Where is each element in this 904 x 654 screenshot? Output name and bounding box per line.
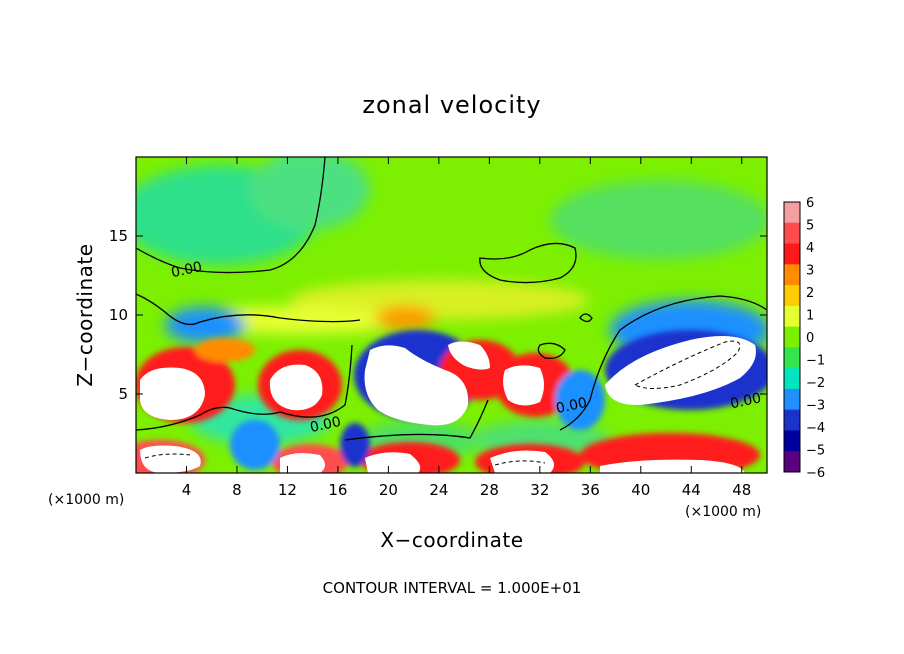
x-tick-label: 20 bbox=[379, 481, 398, 499]
chart-title: zonal velocity bbox=[362, 91, 541, 119]
x-unit-label-left: (×1000 m) bbox=[48, 492, 124, 508]
colorbar-swatch bbox=[784, 430, 800, 452]
colorbar-label: 5 bbox=[806, 219, 814, 234]
contour-label: 0.00 bbox=[170, 259, 204, 281]
x-tick-label: 24 bbox=[429, 481, 448, 499]
colorbar-label: −4 bbox=[806, 421, 825, 436]
colorbar-label: 3 bbox=[806, 264, 814, 279]
y-tick-label: 10 bbox=[109, 306, 128, 324]
y-axis-label: Z−coordinate bbox=[73, 243, 97, 386]
x-axis: 4 8 12 16 20 24 28 32 36 40 44 48 bbox=[182, 157, 751, 499]
colorbar-swatch bbox=[784, 305, 800, 328]
y-tick-label: 5 bbox=[118, 385, 128, 403]
contour-lines bbox=[136, 157, 767, 441]
negative-contours bbox=[144, 340, 741, 466]
y-tick-label: 15 bbox=[109, 227, 128, 245]
x-tick-label: 36 bbox=[581, 481, 600, 499]
saturated-cores bbox=[140, 336, 756, 473]
y-axis: 5 10 15 bbox=[109, 227, 767, 403]
x-tick-label: 40 bbox=[631, 481, 650, 499]
contour-label: 0.00 bbox=[309, 414, 343, 436]
colorbar-frame bbox=[783, 201, 801, 473]
x-unit-label-right: (×1000 m) bbox=[685, 504, 761, 520]
colorbar-label: −1 bbox=[806, 354, 825, 369]
x-tick-label: 32 bbox=[530, 481, 549, 499]
colorbar-swatch bbox=[784, 368, 800, 390]
x-tick-label: 44 bbox=[682, 481, 701, 499]
contour-labels: 0.00 0.00 0.00 0.00 bbox=[170, 259, 763, 436]
colorbar-label: −5 bbox=[806, 444, 825, 459]
contour-interval-note: CONTOUR INTERVAL = 1.000E+01 bbox=[323, 579, 582, 597]
x-tick-label: 16 bbox=[328, 481, 347, 499]
contour-label: 0.00 bbox=[729, 390, 763, 412]
colorbar-swatch bbox=[784, 347, 800, 369]
colorbar-swatch bbox=[784, 388, 800, 411]
colorbar-label: 1 bbox=[806, 309, 814, 324]
colorbar-swatch bbox=[784, 451, 800, 473]
colorbar-label: 6 bbox=[806, 196, 814, 211]
x-axis-label: X−coordinate bbox=[380, 528, 523, 552]
colorbar-label: 0 bbox=[806, 331, 814, 346]
colorbar-swatch bbox=[784, 264, 800, 286]
x-tick-label: 4 bbox=[182, 481, 192, 499]
x-tick-label: 48 bbox=[732, 481, 751, 499]
contour-label: 0.00 bbox=[555, 395, 589, 417]
colorbar-swatch bbox=[784, 202, 800, 224]
colorbar: 6 5 4 3 2 1 0 −1 −2 −3 −4 −5 −6 bbox=[783, 196, 825, 481]
colorbar-label: 4 bbox=[806, 241, 814, 256]
colorbar-swatch bbox=[784, 326, 800, 348]
colorbar-swatch bbox=[784, 243, 800, 265]
colorbar-label: −3 bbox=[806, 399, 825, 414]
colorbar-swatch bbox=[784, 409, 800, 431]
colorbar-label: −6 bbox=[806, 466, 825, 481]
heatmap-field bbox=[136, 157, 767, 473]
colorbar-swatch bbox=[784, 285, 800, 307]
colorbar-label: 2 bbox=[806, 286, 814, 301]
colorbar-swatch bbox=[784, 222, 800, 245]
x-tick-label: 12 bbox=[278, 481, 297, 499]
x-tick-label: 28 bbox=[480, 481, 499, 499]
colorbar-label: −2 bbox=[806, 376, 825, 391]
x-tick-label: 8 bbox=[232, 481, 242, 499]
